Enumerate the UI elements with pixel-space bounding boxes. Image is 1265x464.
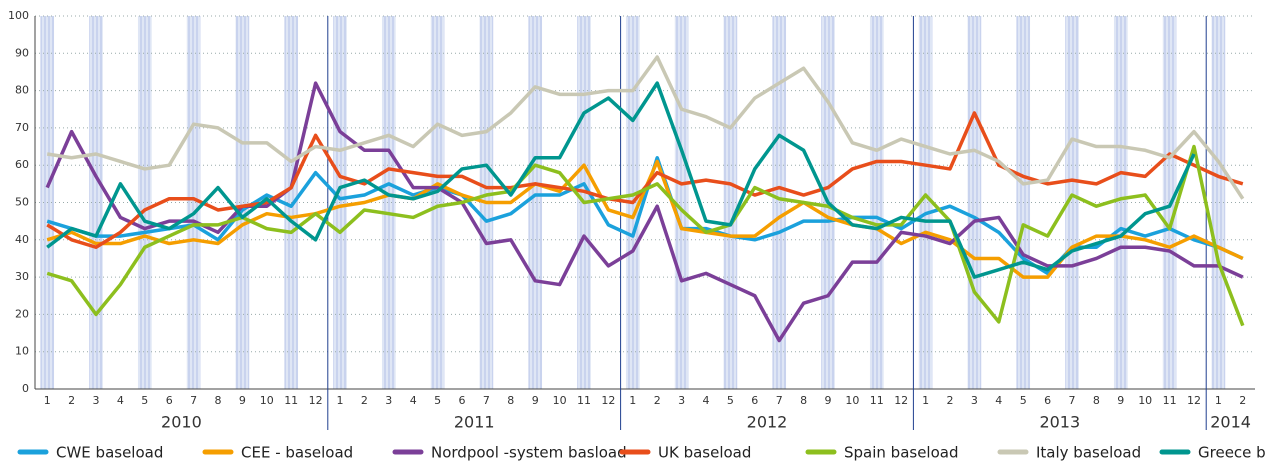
y-tick-label: 0 bbox=[22, 382, 29, 395]
x-tick-label: 12 bbox=[894, 394, 908, 407]
x-tick-label: 8 bbox=[215, 394, 222, 407]
x-tick-label: 7 bbox=[483, 394, 490, 407]
x-tick-label: 7 bbox=[776, 394, 783, 407]
month-band bbox=[137, 16, 152, 389]
legend-label: Nordpool -system basload bbox=[431, 444, 627, 462]
x-tick-label: 3 bbox=[678, 394, 685, 407]
x-tick-label: 11 bbox=[1163, 394, 1177, 407]
y-tick-label: 30 bbox=[15, 270, 29, 283]
background-bands bbox=[40, 16, 1226, 389]
month-band bbox=[918, 16, 933, 389]
y-tick-label: 80 bbox=[15, 84, 29, 97]
x-tick-label: 5 bbox=[727, 394, 734, 407]
month-band bbox=[186, 16, 201, 389]
y-tick-label: 70 bbox=[15, 121, 29, 134]
x-tick-label: 4 bbox=[117, 394, 124, 407]
year-label: 2012 bbox=[747, 413, 788, 432]
legend-label: CWE baseload bbox=[56, 444, 163, 462]
x-tick-label: 2 bbox=[361, 394, 368, 407]
x-tick-label: 5 bbox=[434, 394, 441, 407]
month-band bbox=[381, 16, 396, 389]
x-tick-label: 9 bbox=[532, 394, 539, 407]
x-tick-label: 1 bbox=[337, 394, 344, 407]
x-tick-label: 4 bbox=[995, 394, 1002, 407]
x-tick-label: 2 bbox=[947, 394, 954, 407]
year-label: 2010 bbox=[161, 413, 202, 432]
month-band bbox=[1211, 16, 1226, 389]
x-tick-label: 8 bbox=[507, 394, 514, 407]
y-tick-label: 10 bbox=[15, 345, 29, 358]
x-tick-label: 2 bbox=[1239, 394, 1246, 407]
x-tick-label: 6 bbox=[459, 394, 466, 407]
y-tick-label: 100 bbox=[8, 9, 29, 22]
x-tick-label: 1 bbox=[44, 394, 51, 407]
year-label: 2013 bbox=[1039, 413, 1080, 432]
x-tick-label: 1 bbox=[922, 394, 929, 407]
x-tick-label: 7 bbox=[1069, 394, 1076, 407]
x-tick-label: 2 bbox=[654, 394, 661, 407]
x-tick-label: 6 bbox=[1044, 394, 1051, 407]
y-tick-label: 60 bbox=[15, 158, 29, 171]
month-band bbox=[430, 16, 445, 389]
x-tick-label: 1 bbox=[1215, 394, 1222, 407]
x-tick-label: 5 bbox=[1020, 394, 1027, 407]
x-tick-label: 12 bbox=[309, 394, 323, 407]
x-tick-label: 7 bbox=[190, 394, 197, 407]
x-tick-label: 9 bbox=[825, 394, 832, 407]
x-tick-label: 5 bbox=[141, 394, 148, 407]
x-tick-label: 11 bbox=[284, 394, 298, 407]
year-label: 2014 bbox=[1210, 413, 1251, 432]
x-tick-label: 8 bbox=[800, 394, 807, 407]
y-tick-label: 20 bbox=[15, 307, 29, 320]
x-tick-label: 3 bbox=[385, 394, 392, 407]
legend-label: Spain baseload bbox=[844, 444, 959, 462]
x-tick-label: 10 bbox=[553, 394, 567, 407]
x-tick-label: 2 bbox=[68, 394, 75, 407]
y-tick-label: 40 bbox=[15, 233, 29, 246]
month-band bbox=[235, 16, 250, 389]
series-line bbox=[46, 159, 1244, 279]
x-tick-label: 3 bbox=[971, 394, 978, 407]
series-line bbox=[46, 144, 1245, 327]
x-tick-label: 6 bbox=[166, 394, 173, 407]
x-tick-label: 8 bbox=[1093, 394, 1100, 407]
x-tick-label: 10 bbox=[260, 394, 274, 407]
x-tick-label: 3 bbox=[93, 394, 100, 407]
x-tick-label: 12 bbox=[1187, 394, 1201, 407]
x-tick-label: 1 bbox=[629, 394, 636, 407]
x-tick-label: 11 bbox=[870, 394, 884, 407]
month-band bbox=[1113, 16, 1128, 389]
x-tick-label: 9 bbox=[239, 394, 246, 407]
legend-label: UK baseload bbox=[658, 444, 751, 462]
x-tick-label: 10 bbox=[1138, 394, 1152, 407]
y-tick-label: 50 bbox=[15, 196, 29, 209]
x-tick-label: 9 bbox=[1117, 394, 1124, 407]
x-tick-label: 4 bbox=[703, 394, 710, 407]
month-band bbox=[723, 16, 738, 389]
series-line bbox=[46, 55, 1245, 200]
month-band bbox=[869, 16, 884, 389]
x-tick-label: 11 bbox=[577, 394, 591, 407]
y-tick-label: 90 bbox=[15, 46, 29, 59]
legend-label: CEE - baseload bbox=[241, 444, 353, 462]
x-tick-label: 12 bbox=[601, 394, 615, 407]
x-tick-label: 4 bbox=[410, 394, 417, 407]
year-label: 2011 bbox=[454, 413, 495, 432]
x-tick-label: 10 bbox=[845, 394, 859, 407]
legend-label: Italy baseload bbox=[1036, 444, 1141, 462]
x-tick-label: 6 bbox=[751, 394, 758, 407]
legend-label: Greece baseload bbox=[1198, 444, 1265, 462]
series-line bbox=[46, 81, 1196, 279]
